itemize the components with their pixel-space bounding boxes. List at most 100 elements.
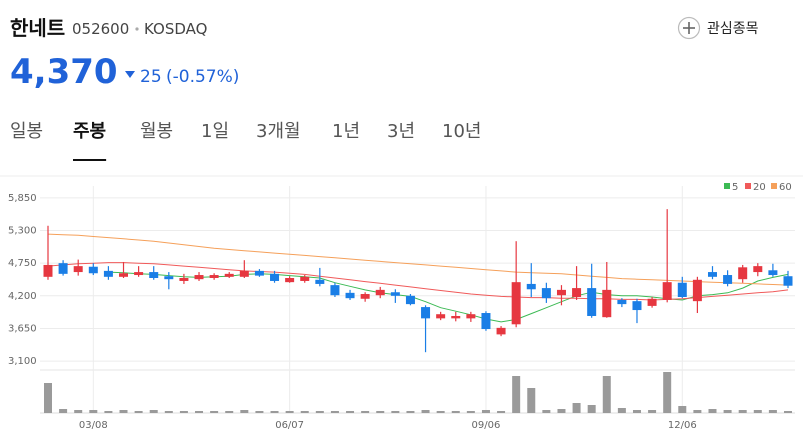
candle-body — [723, 275, 733, 284]
tab[interactable]: 주봉 — [73, 121, 106, 142]
volume-bar — [753, 410, 762, 413]
candle-body — [738, 267, 748, 280]
volume-bar — [784, 411, 792, 413]
candle-body — [149, 272, 159, 278]
volume-bar — [89, 410, 98, 413]
chart: 3,100 3,650 4,200 4,750 5,300 5,850 03/08 06/07… — [0, 175, 803, 431]
candle-body — [783, 276, 793, 286]
candle-body — [360, 294, 370, 299]
volume-bar — [436, 411, 445, 413]
legend-label: 60 — [779, 182, 792, 193]
volume-bar — [119, 410, 128, 413]
legend-label: 5 — [732, 182, 738, 193]
volume-bar — [195, 411, 204, 413]
candle-body — [315, 279, 325, 284]
candle-body — [587, 288, 597, 316]
candle-body — [768, 270, 778, 276]
volume-bar — [632, 410, 641, 413]
volume-bar — [240, 410, 249, 413]
tab[interactable]: 1일 — [201, 121, 229, 142]
tab[interactable]: 3년 — [387, 121, 415, 142]
y-tick-label: 3,100 — [8, 356, 37, 367]
tab[interactable]: 1년 — [332, 121, 360, 142]
candle-body — [662, 282, 672, 300]
market: KOSDAQ — [144, 20, 207, 38]
candle-body — [58, 263, 68, 274]
volume-bar — [512, 376, 521, 413]
volume-bar — [451, 411, 460, 413]
volume-bar — [346, 411, 355, 413]
candle-body — [375, 289, 385, 296]
candle-body — [285, 278, 295, 283]
plus-icon[interactable] — [677, 16, 701, 40]
candle-body — [511, 282, 521, 325]
volume-bar — [59, 409, 68, 413]
candle-body — [300, 276, 310, 281]
candle-body — [179, 278, 189, 281]
volume-bar — [225, 411, 234, 413]
volume-bar — [270, 411, 279, 413]
stock-code: 052600 — [72, 20, 129, 38]
candle-body — [119, 273, 129, 277]
legend-swatch — [745, 183, 751, 189]
candle-body — [209, 275, 219, 278]
volume-bar — [693, 410, 702, 413]
down-arrow — [125, 71, 135, 78]
change: 25 — [140, 67, 162, 87]
separator-dot — [135, 27, 139, 31]
candle-body — [73, 266, 83, 273]
tab[interactable]: 월봉 — [140, 121, 173, 142]
volume-bar — [255, 411, 264, 413]
candle-body — [421, 307, 431, 319]
candle-body — [556, 289, 566, 296]
tab[interactable]: 일봉 — [10, 121, 43, 142]
volume-bar — [617, 408, 626, 413]
candle-body — [436, 314, 446, 319]
volume-bar — [587, 405, 596, 413]
volume-bar — [768, 410, 777, 413]
candle-body — [541, 288, 551, 299]
legend-swatch — [771, 183, 777, 189]
candle-body — [254, 270, 264, 276]
x-tick-label: 06/07 — [275, 420, 304, 431]
volume-bar — [572, 403, 581, 413]
candle-body — [466, 314, 476, 319]
candle-body — [617, 299, 627, 305]
volume-bar — [527, 388, 536, 413]
watch-button[interactable]: 관심종목 — [677, 16, 759, 40]
volume-bar — [210, 411, 219, 413]
candle-body — [753, 266, 763, 273]
volume-bar — [300, 411, 309, 413]
volume-bar — [376, 411, 385, 413]
candle-body — [707, 272, 717, 277]
volume-bar — [74, 410, 83, 413]
tab[interactable]: 3개월 — [256, 121, 301, 142]
volume-bar — [723, 410, 732, 413]
volume-bar — [285, 411, 294, 413]
watch-label[interactable]: 관심종목 — [707, 21, 759, 37]
candle-body — [405, 295, 415, 305]
volume-bar — [557, 409, 566, 413]
volume-bar — [481, 410, 490, 413]
candle-body — [602, 289, 612, 318]
y-tick-label: 5,850 — [8, 193, 37, 204]
y-tick-label: 3,650 — [8, 323, 37, 334]
legend-swatch — [724, 183, 730, 189]
change-pct: (-0.57%) — [166, 67, 239, 87]
ma-line — [47, 233, 789, 286]
candle-body — [481, 313, 491, 330]
volume-bar — [44, 383, 52, 413]
volume-bar — [648, 410, 657, 413]
volume-bar — [708, 409, 717, 413]
tab[interactable]: 10년 — [442, 121, 481, 142]
x-tick-label: 12/06 — [668, 420, 697, 431]
volume-bar — [361, 411, 370, 413]
candle-body — [134, 272, 144, 276]
volume-bar — [164, 411, 173, 413]
volume-bar — [602, 376, 611, 413]
y-tick-label: 5,300 — [8, 226, 37, 237]
candle-body — [224, 273, 234, 277]
candle-body — [43, 264, 53, 277]
candle-body — [88, 266, 98, 274]
